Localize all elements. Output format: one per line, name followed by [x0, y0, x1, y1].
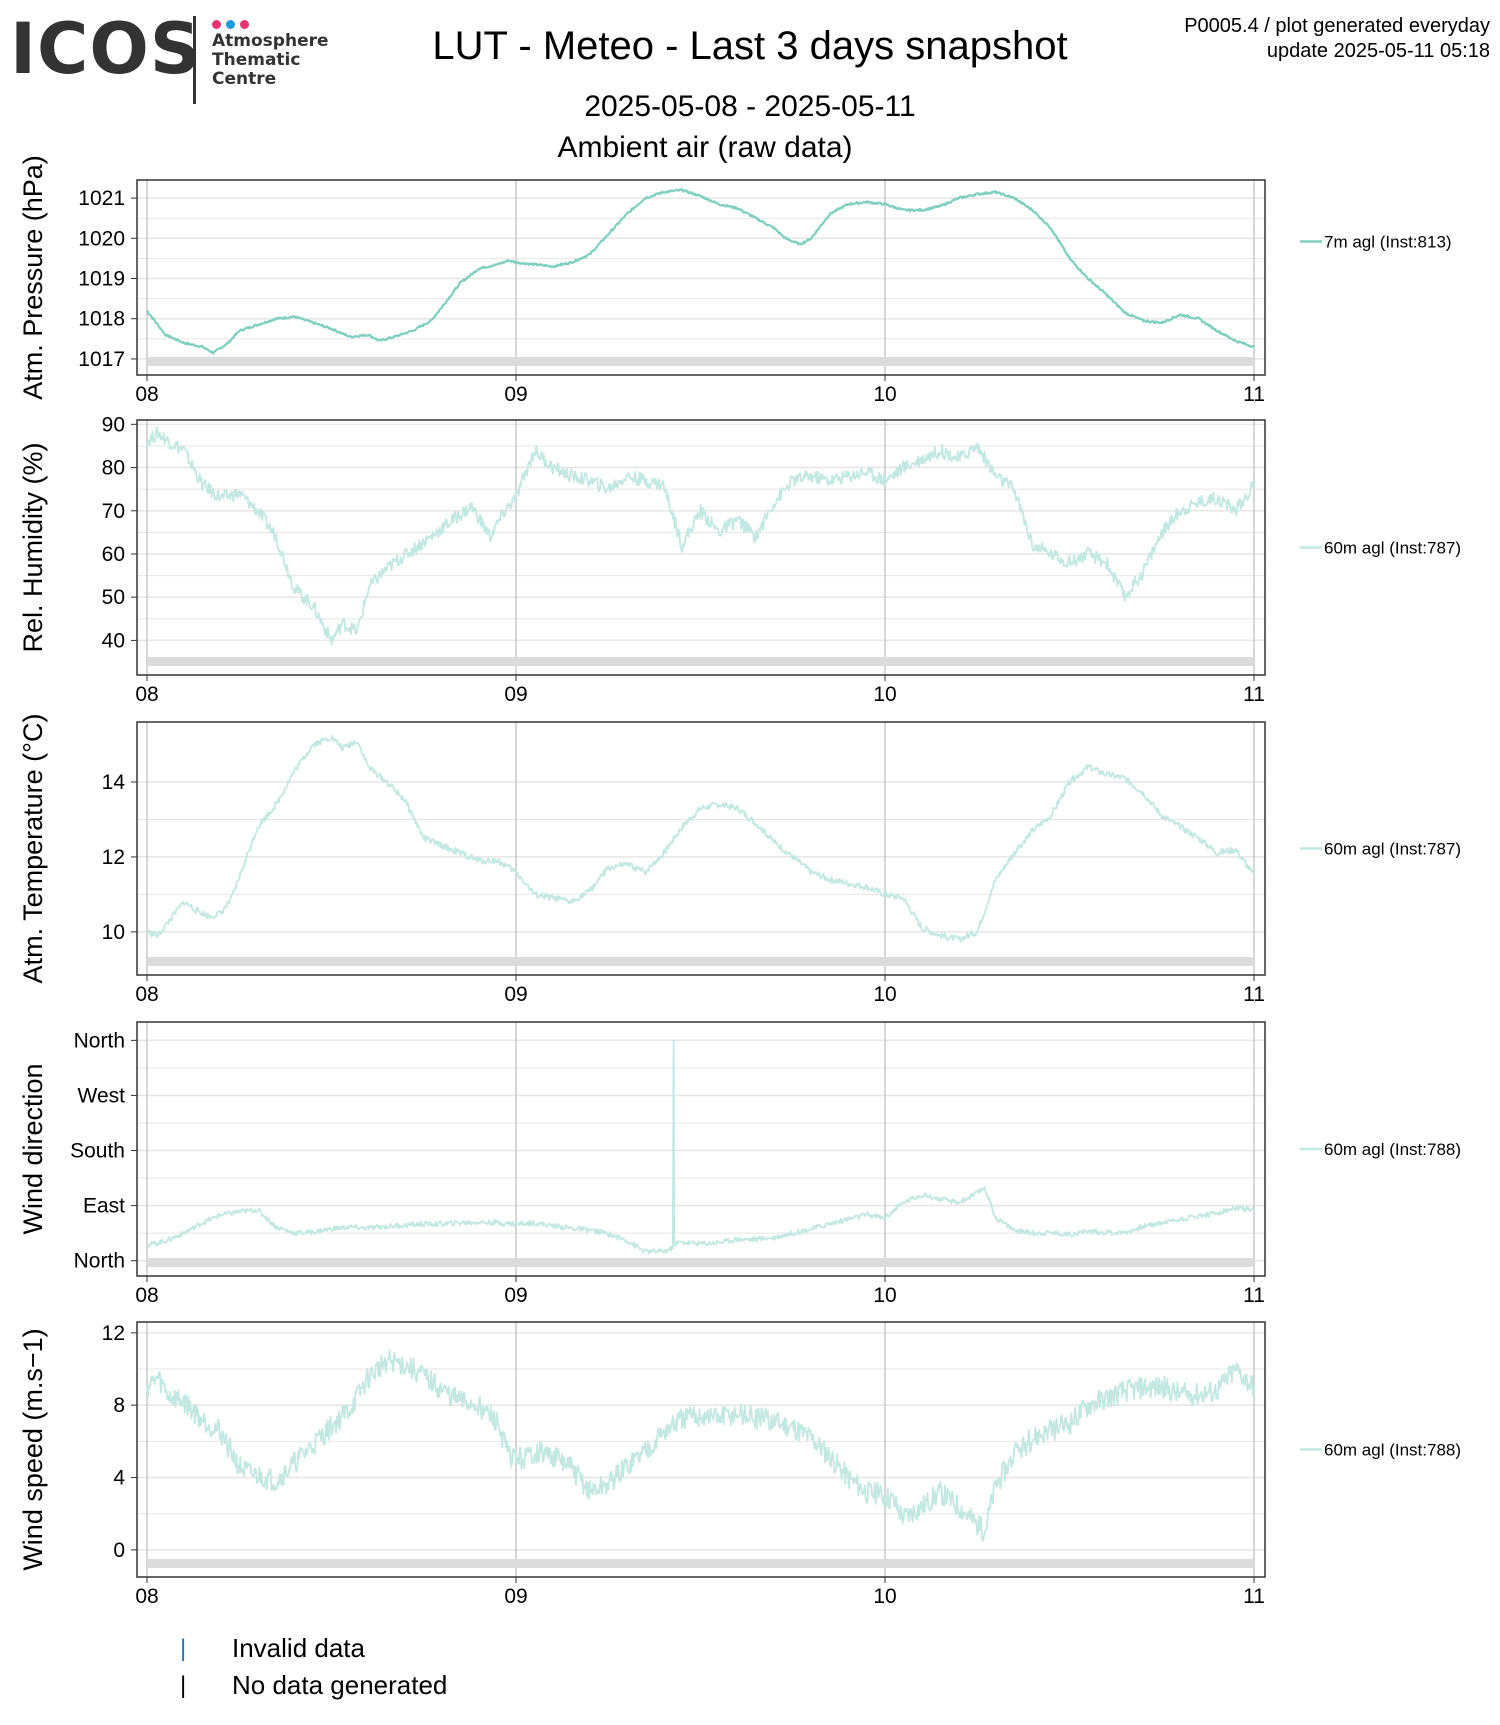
- panel-frame: [136, 179, 1266, 376]
- x-tick-label: 10: [873, 683, 896, 706]
- x-tick-label: 09: [504, 1284, 527, 1307]
- y-tick-label: North: [74, 1250, 125, 1273]
- y-tick-label: 4: [113, 1467, 125, 1490]
- status-legend: | Invalid data | No data generated: [180, 1630, 447, 1704]
- logo-subtitle-line: Thematic: [212, 50, 301, 70]
- nodata-marker: |: [180, 1671, 187, 1699]
- legend-label: 60m agl (Inst:787): [1324, 840, 1461, 859]
- y-tick-label: 50: [102, 586, 125, 609]
- y-tick-label: 90: [102, 413, 125, 436]
- logo-dot: [226, 20, 235, 29]
- logo-subtitle-line: Atmosphere: [212, 31, 329, 51]
- panel-frame: [136, 419, 1266, 676]
- x-tick-label: 09: [504, 683, 527, 706]
- y-axis-label: Wind speed (m.s−1): [18, 1328, 48, 1570]
- series-line: [146, 734, 1255, 943]
- x-tick-label: 08: [135, 1585, 158, 1608]
- y-tick-label: 0: [113, 1539, 125, 1562]
- panel-frame: [136, 721, 1266, 976]
- y-axis-label: Rel. Humidity (%): [18, 442, 48, 652]
- x-tick-label: 08: [135, 1284, 158, 1307]
- panel-frame: [136, 1021, 1266, 1277]
- y-tick-label: 1017: [78, 348, 125, 371]
- page-title: LUT - Meteo - Last 3 days snapshot: [432, 24, 1068, 68]
- series-line: [146, 426, 1255, 646]
- y-axis-label: Atm. Pressure (hPa): [18, 155, 48, 400]
- x-tick-label: 08: [135, 683, 158, 706]
- y-tick-label: 70: [102, 500, 125, 523]
- y-tick-label: East: [83, 1195, 125, 1218]
- x-tick-label: 10: [873, 383, 896, 406]
- nodata-band: [147, 1258, 1254, 1267]
- nodata-band: [147, 1559, 1254, 1568]
- logo-subtitle: Atmosphere Thematic Centre: [212, 32, 329, 89]
- panel-frame: [136, 1321, 1266, 1578]
- y-tick-label: 40: [102, 629, 125, 652]
- x-tick-label: 08: [135, 383, 158, 406]
- y-tick-label: 60: [102, 543, 125, 566]
- y-axis-label: Atm. Temperature (°C): [18, 714, 48, 984]
- invalid-marker: |: [180, 1634, 187, 1662]
- y-tick-label: 1019: [78, 268, 125, 291]
- legend-label: 60m agl (Inst:788): [1324, 1441, 1461, 1460]
- x-tick-label: 11: [1243, 383, 1265, 406]
- y-tick-label: 1020: [78, 227, 125, 250]
- icos-logo-text: ICOS: [10, 8, 202, 90]
- nodata-band: [147, 957, 1254, 966]
- y-tick-label: 14: [102, 771, 126, 794]
- date-range: 2025-05-08 - 2025-05-11: [584, 90, 916, 123]
- y-tick-label: 80: [102, 457, 125, 480]
- x-tick-label: 10: [873, 1284, 896, 1307]
- y-tick-label: 12: [102, 1322, 125, 1345]
- legend-nodata-row: | No data generated: [180, 1667, 447, 1704]
- x-tick-label: 11: [1243, 1284, 1265, 1307]
- legend-invalid-row: | Invalid data: [180, 1630, 447, 1667]
- x-tick-label: 09: [504, 1585, 527, 1608]
- legend-label: 60m agl (Inst:787): [1324, 539, 1461, 558]
- nodata-band: [147, 657, 1254, 666]
- x-tick-label: 09: [504, 383, 527, 406]
- series-line: [146, 1039, 1255, 1255]
- logo-dot: [240, 20, 249, 29]
- logo-dots: [212, 16, 254, 34]
- y-tick-label: West: [78, 1084, 126, 1107]
- y-tick-label: 1021: [78, 187, 125, 210]
- nodata-band: [147, 357, 1254, 366]
- y-tick-label: South: [70, 1140, 125, 1163]
- x-tick-label: 11: [1243, 983, 1265, 1006]
- logo-divider: [193, 16, 196, 104]
- legend-nodata-label: No data generated: [232, 1670, 448, 1700]
- series-line: [146, 188, 1255, 355]
- y-tick-label: 12: [102, 846, 125, 869]
- meta-line-2: update 2025-05-11 05:18: [1266, 40, 1490, 62]
- legend-label: 7m agl (Inst:813): [1324, 233, 1452, 252]
- y-tick-label: 8: [113, 1394, 125, 1417]
- series-line: [146, 1349, 1255, 1542]
- x-tick-label: 08: [135, 983, 158, 1006]
- x-tick-label: 11: [1243, 683, 1265, 706]
- x-tick-label: 10: [873, 983, 896, 1006]
- y-axis-label: Wind direction: [18, 1063, 48, 1234]
- legend-label: 60m agl (Inst:788): [1324, 1140, 1461, 1159]
- section-title: Ambient air (raw data): [557, 131, 853, 164]
- logo-dot: [212, 20, 221, 29]
- x-tick-label: 09: [504, 983, 527, 1006]
- meta-line-1: P0005.4 / plot generated everyday: [1184, 15, 1490, 37]
- y-tick-label: North: [74, 1029, 125, 1052]
- legend-invalid-label: Invalid data: [232, 1633, 365, 1663]
- x-tick-label: 10: [873, 1585, 896, 1608]
- y-tick-label: 10: [102, 921, 125, 944]
- logo-subtitle-line: Centre: [212, 69, 277, 89]
- plot-meta: P0005.4 / plot generated everyday update…: [1184, 14, 1490, 64]
- y-tick-label: 1018: [78, 308, 125, 331]
- x-tick-label: 11: [1243, 1585, 1265, 1608]
